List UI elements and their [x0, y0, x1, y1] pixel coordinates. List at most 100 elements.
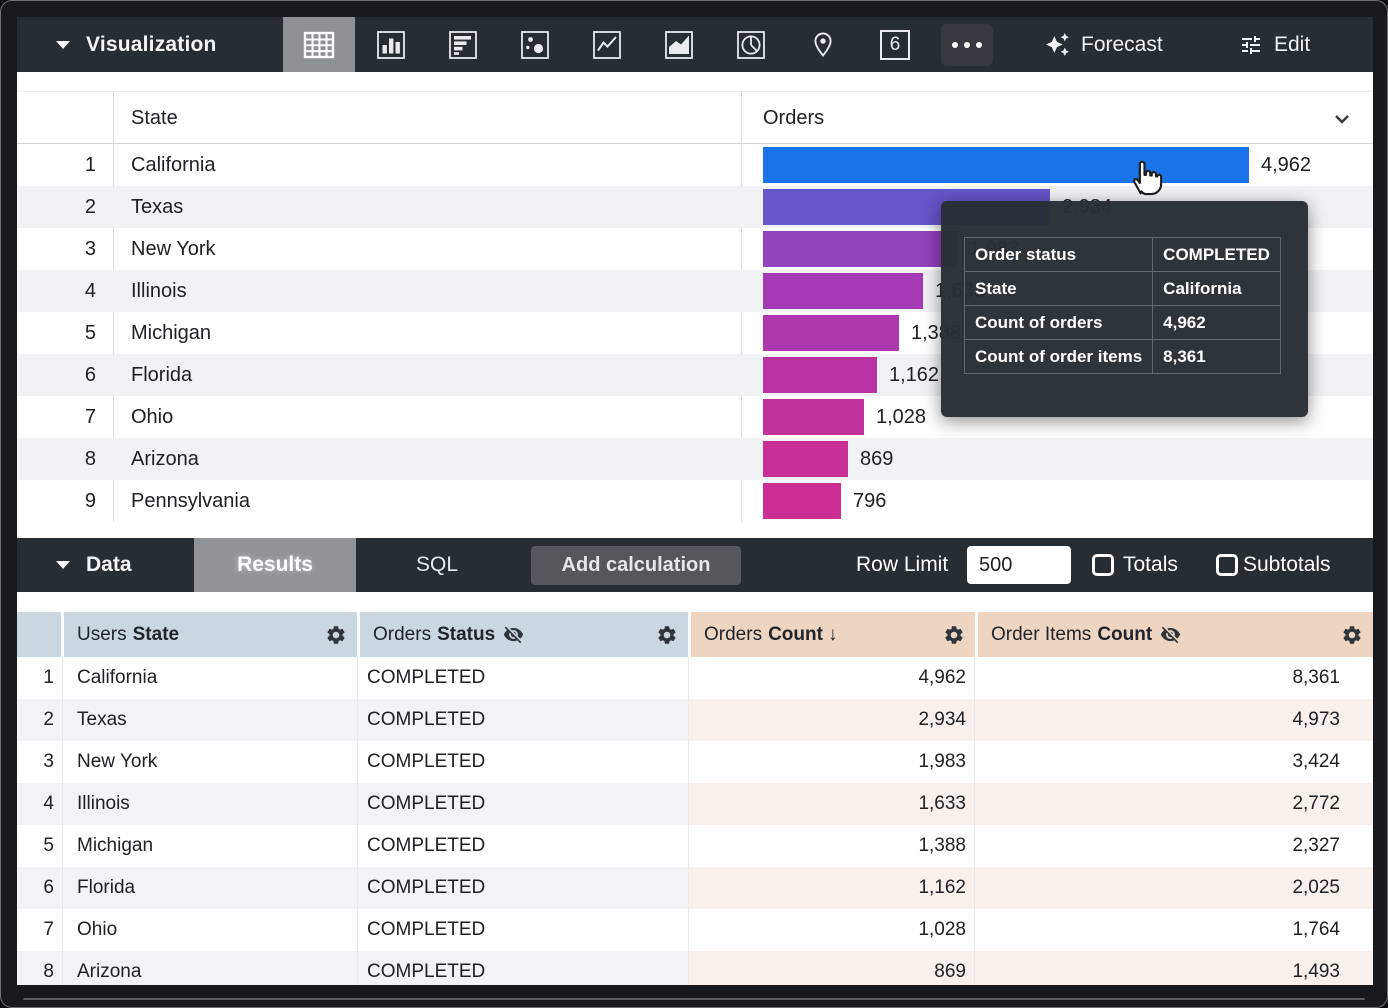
orders-value-label: 1,162: [889, 364, 940, 386]
subtotals-label: Subtotals: [1243, 553, 1331, 576]
orders-cell: 869: [741, 438, 1373, 480]
single-value-icon: 6: [880, 29, 910, 60]
orders-bar[interactable]: [763, 399, 864, 435]
column-header-orders-status[interactable]: Orders Status: [360, 612, 688, 657]
tooltip-value: 4,962: [1152, 305, 1281, 340]
orders-bar[interactable]: [763, 273, 923, 309]
state-cell: Pennsylvania: [131, 490, 250, 512]
column-view-label: Order Items: [991, 623, 1092, 645]
tooltip-label: Count of order items: [963, 339, 1154, 374]
row-number: 5: [84, 322, 96, 344]
row-limit-label: Row Limit: [856, 553, 949, 576]
row-number: 7: [17, 909, 63, 951]
orders-count-cell: 1,162: [689, 867, 975, 909]
visualization-section-toggle[interactable]: Visualization: [56, 17, 217, 72]
orders-bar[interactable]: [763, 441, 848, 477]
sort-desc-icon: ↓: [827, 623, 838, 645]
state-cell: Illinois: [63, 783, 358, 825]
viz-type-pie-chart[interactable]: [715, 17, 787, 72]
row-number: 8: [84, 448, 96, 470]
viz-type-bar-chart[interactable]: [427, 17, 499, 72]
orders-bar[interactable]: [763, 147, 1249, 183]
viz-type-more[interactable]: [931, 17, 1003, 72]
gear-icon[interactable]: [1341, 624, 1363, 646]
row-number: 8: [17, 951, 63, 985]
row-number: 3: [17, 741, 63, 783]
orders-count-cell: 1,983: [689, 741, 975, 783]
totals-checkbox[interactable]: [1092, 554, 1114, 576]
forecast-button[interactable]: Forecast: [1045, 17, 1163, 72]
orders-count-cell: 2,934: [689, 699, 975, 741]
results-table-row: 6 Florida COMPLETED 1,162 2,025: [17, 867, 1373, 909]
caret-down-icon: [56, 40, 70, 49]
viz-type-single-value[interactable]: 6: [859, 17, 931, 72]
status-cell: COMPLETED: [358, 657, 689, 699]
row-number: 3: [84, 238, 96, 260]
column-view-label: Users: [77, 623, 127, 645]
results-table-row: 8 Arizona COMPLETED 869 1,493: [17, 951, 1373, 985]
viz-type-map[interactable]: [787, 17, 859, 72]
tab-sql[interactable]: SQL: [415, 553, 459, 576]
row-limit-input[interactable]: [967, 546, 1071, 584]
forecast-sparkle-icon: [1046, 33, 1069, 56]
data-toolbar: Data Results SQL Add calculation Row Lim…: [17, 538, 1373, 592]
data-section-toggle[interactable]: Data: [56, 538, 132, 592]
viz-column-state[interactable]: State: [131, 107, 178, 129]
results-table-row: 4 Illinois COMPLETED 1,633 2,772: [17, 783, 1373, 825]
pie-chart-icon: [737, 30, 765, 59]
horizontal-scrollbar[interactable]: [23, 998, 1365, 1000]
order-items-count-cell: 3,424: [1292, 751, 1340, 772]
status-cell: COMPLETED: [358, 699, 689, 741]
chevron-down-icon[interactable]: [1329, 106, 1355, 137]
viz-type-line-chart[interactable]: [571, 17, 643, 72]
row-number: 1: [84, 154, 96, 176]
status-cell: COMPLETED: [358, 867, 689, 909]
gear-icon[interactable]: [656, 624, 678, 646]
tooltip-label: Count of orders: [963, 305, 1154, 340]
scatter-plot-icon: [521, 30, 549, 59]
tooltip-row: State California: [963, 271, 1281, 306]
column-header-users-state[interactable]: Users State: [64, 612, 357, 657]
edit-label: Edit: [1274, 32, 1311, 56]
viz-type-table[interactable]: [283, 17, 355, 72]
state-cell: Florida: [131, 364, 193, 386]
column-header-orders-count[interactable]: Orders Count ↓: [691, 612, 975, 657]
order-items-count-cell: 8,361: [1292, 667, 1340, 688]
tab-results[interactable]: Results: [194, 538, 356, 592]
viz-type-area-chart[interactable]: [643, 17, 715, 72]
row-number: 6: [84, 364, 96, 386]
column-field-label: State: [132, 623, 180, 645]
results-table-header: Users State Orders Status Orders Count ↓ Order …: [17, 612, 1373, 657]
viz-column-orders[interactable]: Orders: [763, 107, 825, 129]
forecast-label: Forecast: [1081, 32, 1163, 56]
viz-table-header: State Orders: [17, 91, 1373, 144]
tooltip-label: Order status: [963, 237, 1154, 272]
state-cell: Michigan: [63, 825, 358, 867]
orders-bar[interactable]: [763, 483, 841, 519]
row-number: 6: [17, 867, 63, 909]
viz-type-scatter[interactable]: [499, 17, 571, 72]
gear-icon[interactable]: [325, 624, 347, 646]
subtotals-checkbox[interactable]: [1216, 554, 1238, 576]
row-number: 2: [17, 699, 63, 741]
viz-type-column-chart[interactable]: [355, 17, 427, 72]
orders-count-cell: 1,633: [689, 783, 975, 825]
state-cell: California: [131, 154, 216, 176]
orders-cell: 4,962: [741, 144, 1373, 186]
state-cell: Ohio: [131, 406, 174, 428]
tune-icon: [1242, 35, 1260, 54]
orders-count-cell: 1,388: [689, 825, 975, 867]
orders-bar[interactable]: [763, 315, 899, 351]
edit-button[interactable]: Edit: [1239, 17, 1310, 72]
tooltip-value: California: [1152, 271, 1281, 306]
results-table-row: 2 Texas COMPLETED 2,934 4,973: [17, 699, 1373, 741]
orders-value-label: 796: [853, 490, 887, 512]
gear-icon[interactable]: [943, 624, 965, 646]
orders-bar[interactable]: [763, 357, 877, 393]
visualization-toolbar: Visualization: [17, 17, 1373, 72]
column-header-order-items-count[interactable]: Order Items Count: [978, 612, 1373, 657]
add-calculation-button[interactable]: Add calculation: [531, 546, 741, 585]
row-number-column-header: [17, 612, 61, 657]
orders-bar[interactable]: [763, 231, 957, 267]
